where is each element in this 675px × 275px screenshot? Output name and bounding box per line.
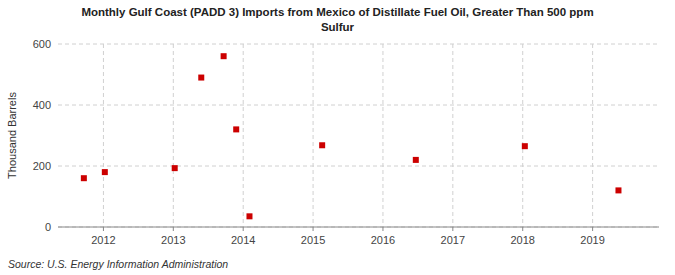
data-point: [102, 169, 108, 175]
y-tick-label: 400: [33, 99, 51, 111]
x-tick-label: 2018: [510, 234, 534, 246]
x-grid-line: [592, 44, 593, 227]
x-tick-label: 2019: [580, 234, 604, 246]
data-point: [413, 157, 419, 163]
chart-svg: Monthly Gulf Coast (PADD 3) Imports from…: [0, 0, 675, 275]
chart-title: Monthly Gulf Coast (PADD 3) Imports from…: [81, 6, 593, 33]
x-tick-label: 2013: [161, 234, 185, 246]
x-grid-line: [243, 44, 244, 227]
y-grid-line: [58, 44, 659, 45]
y-tick-label: 600: [33, 38, 51, 50]
x-grid-line: [452, 44, 453, 227]
y-tick-label: 200: [33, 160, 51, 172]
y-grid-line: [58, 227, 659, 228]
x-grid-line: [313, 44, 314, 227]
x-tick-mark: [522, 227, 523, 231]
data-point: [221, 53, 227, 59]
x-axis-line: [58, 227, 659, 228]
x-tick-mark: [243, 227, 244, 231]
x-tick-label: 2015: [301, 234, 325, 246]
x-tick-label: 2017: [441, 234, 465, 246]
grid: [58, 44, 659, 227]
data-point: [319, 142, 325, 148]
data-point: [81, 175, 87, 181]
x-grid-line: [173, 44, 174, 227]
y-tick-label: 0: [45, 221, 51, 233]
x-tick-label: 2014: [231, 234, 255, 246]
data-point: [615, 187, 621, 193]
x-grid-line: [522, 44, 523, 227]
source-note: Source: U.S. Energy Information Administ…: [8, 258, 228, 270]
y-grid-line: [58, 166, 659, 167]
y-axis-label: Thousand Barrels: [6, 92, 18, 179]
x-grid-line: [103, 44, 104, 227]
data-point: [198, 75, 204, 81]
x-tick-mark: [313, 227, 314, 231]
data-point: [246, 213, 252, 219]
x-tick-mark: [173, 227, 174, 231]
data-point: [172, 165, 178, 171]
x-tick-label: 2012: [91, 234, 115, 246]
chart-container: Monthly Gulf Coast (PADD 3) Imports from…: [0, 0, 675, 275]
x-tick-mark: [592, 227, 593, 231]
points: [81, 53, 622, 219]
x-grid-line: [382, 44, 383, 227]
y-grid-line: [58, 105, 659, 106]
x-tick-label: 2016: [371, 234, 395, 246]
x-tick-mark: [103, 227, 104, 231]
data-point: [522, 143, 528, 149]
x-tick-mark: [382, 227, 383, 231]
x-tick-mark: [452, 227, 453, 231]
data-point: [233, 126, 239, 132]
